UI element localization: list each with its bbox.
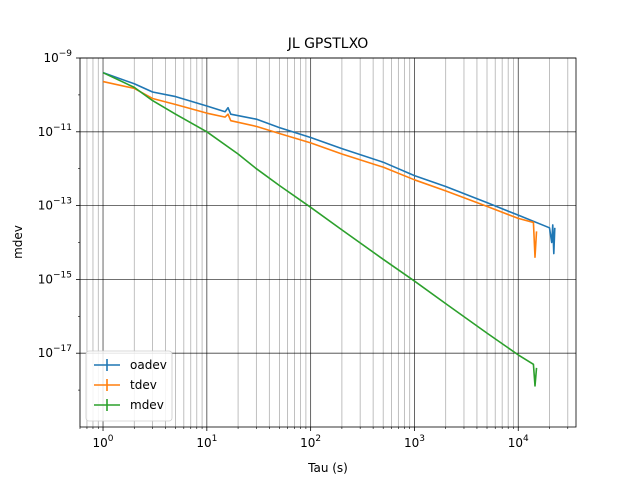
x-tick-label: 101 [196,434,217,450]
y-tick-label: 10−17 [38,344,72,360]
series-line-mdev [102,71,538,387]
x-tick-label: 100 [93,434,114,450]
series-line-tdev [102,80,538,258]
x-axis-label: Tau (s) [307,461,348,475]
x-tick-labels: 100 101 102 103 104 [93,434,530,450]
y-tick-label: 10−9 [43,49,72,65]
series-layer [102,71,556,387]
axis-ticks [76,57,569,431]
legend-label-oadev: oadev [130,358,167,372]
y-axis-label: mdev [11,225,25,259]
legend-label-mdev: mdev [130,398,164,412]
legend: oadev tdev mdev [85,350,173,422]
y-tick-label: 10−15 [38,270,72,286]
series-line-oadev [102,71,556,255]
y-tick-labels: 10−9 10−11 10−13 10−15 10−17 [38,49,73,360]
chart-title: JL GPSTLXO [287,36,369,52]
x-tick-label: 102 [300,434,321,450]
y-tick-label: 10−13 [38,197,72,213]
y-tick-label: 10−11 [38,123,72,139]
x-tick-label: 103 [404,434,425,450]
x-tick-label: 104 [508,434,529,450]
legend-label-tdev: tdev [130,378,157,392]
